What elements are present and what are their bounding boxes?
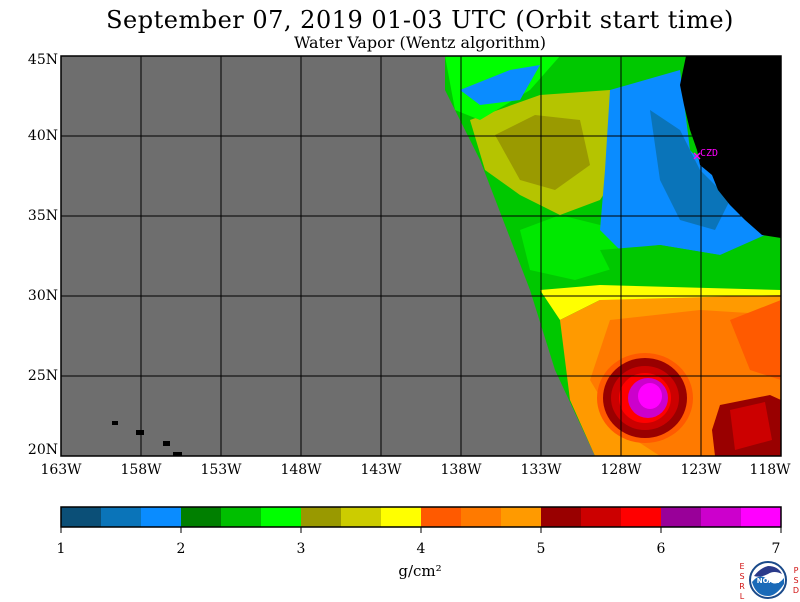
california-coast-land — [680, 56, 781, 238]
colorbar-swatch — [621, 507, 662, 527]
map-frame — [60, 55, 782, 457]
lon-label-133w: 133W — [520, 462, 562, 478]
colorbar-units: g/cm² — [398, 562, 442, 580]
colorbar-tick-5: 5 — [536, 541, 546, 557]
lat-label-40n: 40N — [27, 128, 58, 144]
colorbar-swatch — [341, 507, 382, 527]
colorbar-swatch — [461, 507, 502, 527]
noaa-text: NOAA — [757, 577, 780, 585]
colorbar-swatch — [701, 507, 742, 527]
colorbar-swatch — [301, 507, 342, 527]
lon-label-118w: 118W — [749, 462, 791, 478]
station-label: CZD — [700, 148, 718, 159]
colorbar — [60, 506, 782, 533]
lon-label-153w: 153W — [200, 462, 242, 478]
colorbar-tick-6: 6 — [656, 541, 666, 557]
lon-label-123w: 123W — [680, 462, 722, 478]
lat-label-45n: 45N — [27, 52, 58, 68]
station-marker-czd: CZD — [693, 148, 718, 160]
map-title: September 07, 2019 01-03 UTC (Orbit star… — [106, 6, 734, 34]
colorbar-tick-1: 1 — [56, 541, 66, 557]
map-subtitle: Water Vapor (Wentz algorithm) — [293, 33, 546, 52]
lon-label-148w: 148W — [280, 462, 322, 478]
lat-label-25n: 25N — [27, 368, 58, 384]
lat-lon-grid — [61, 56, 781, 456]
esrl-letters: ESRL — [739, 562, 745, 601]
colorbar-swatch — [421, 507, 462, 527]
lon-label-128w: 128W — [600, 462, 642, 478]
noaa-esrl-psd-logo: ESRL PSD NOAA — [736, 560, 800, 601]
colorbar-swatch — [221, 507, 262, 527]
lon-label-138w: 138W — [440, 462, 482, 478]
colorbar-swatch — [101, 507, 142, 527]
colorbar-swatch — [141, 507, 182, 527]
psd-letters: PSD — [792, 566, 800, 595]
colorbar-tick-4: 4 — [416, 541, 426, 557]
colorbar-swatch — [61, 507, 102, 527]
lat-label-35n: 35N — [27, 208, 58, 224]
colorbar-swatch — [181, 507, 222, 527]
hawaiian-islands — [112, 421, 182, 456]
colorbar-swatch — [741, 507, 782, 527]
noaa-emblem-icon: NOAA — [749, 561, 787, 599]
colorbar-swatch — [261, 507, 302, 527]
colorbar-swatch — [381, 507, 422, 527]
colorbar-tick-7: 7 — [771, 541, 781, 557]
lat-label-20n: 20N — [27, 442, 58, 458]
colorbar-swatch — [661, 507, 702, 527]
lat-label-30n: 30N — [27, 288, 58, 304]
lon-label-143w: 143W — [360, 462, 402, 478]
colorbar-swatch — [541, 507, 582, 527]
colorbar-swatch — [501, 507, 542, 527]
colorbar-swatch — [581, 507, 622, 527]
colorbar-tick-2: 2 — [176, 541, 186, 557]
lon-label-158w: 158W — [120, 462, 162, 478]
lon-label-163w: 163W — [40, 462, 82, 478]
colorbar-tick-3: 3 — [296, 541, 306, 557]
